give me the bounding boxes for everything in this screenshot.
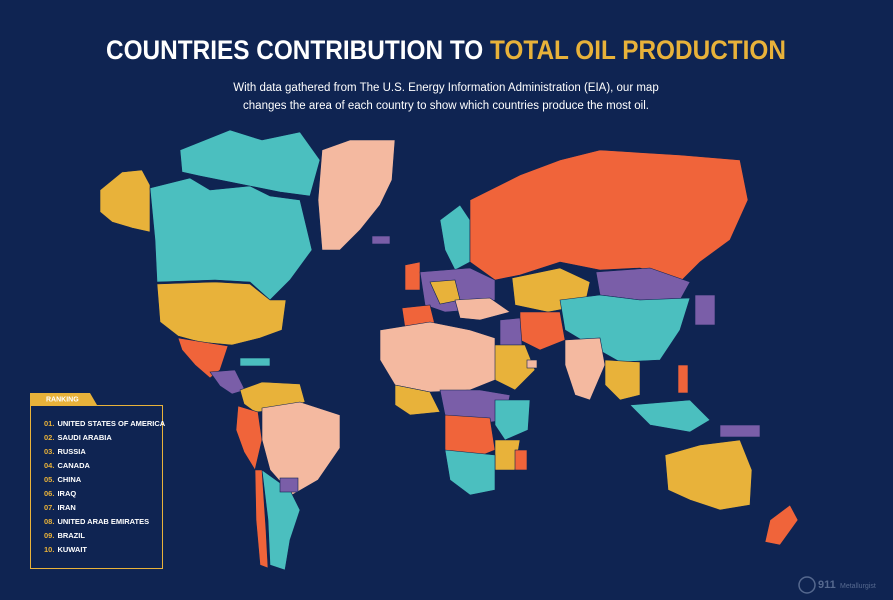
ranking-item: 07. IRAN — [44, 503, 76, 512]
ranking-name: IRAN — [57, 503, 75, 512]
ranking-name: IRAQ — [57, 489, 76, 498]
country-shape — [179, 129, 321, 197]
ranking-item: 05. CHINA — [44, 475, 82, 484]
ranking-item: 06. IRAQ — [44, 489, 76, 498]
ranking-name: UNITED ARAB EMIRATES — [57, 517, 149, 526]
ranking-item: 08. UNITED ARAB EMIRATES — [44, 517, 149, 526]
country-shape — [494, 399, 531, 441]
country-shape — [99, 169, 151, 233]
country-shape — [379, 321, 496, 393]
country-shape — [629, 399, 711, 433]
ranking-name: UNITED STATES OF AMERICA — [57, 419, 165, 428]
ranking-number: 03. — [44, 447, 54, 456]
ranking-number: 01. — [44, 419, 54, 428]
ranking-number: 09. — [44, 531, 54, 540]
country-shape — [149, 177, 313, 301]
ranking-item: 10. KUWAIT — [44, 545, 87, 554]
ranking-item: 09. BRAZIL — [44, 531, 85, 540]
ranking-name: BRAZIL — [57, 531, 85, 540]
country-shape — [454, 297, 511, 321]
ranking-tab — [30, 393, 97, 405]
world-map — [99, 129, 799, 571]
ranking-number: 08. — [44, 517, 54, 526]
ranking-box — [30, 405, 163, 569]
country-shape — [279, 477, 299, 493]
ranking-item: 02. SAUDI ARABIA — [44, 433, 112, 442]
ranking-name: CANADA — [57, 461, 90, 470]
country-shape — [764, 504, 799, 546]
country-shape — [526, 359, 538, 369]
country-shape — [317, 139, 396, 251]
country-shape — [469, 149, 749, 283]
country-shape — [444, 449, 496, 496]
country-shape — [499, 317, 523, 346]
country-shape — [254, 469, 269, 569]
subtitle-line: changes the area of each country to show… — [243, 100, 649, 112]
country-shape — [664, 439, 753, 511]
country-shape — [694, 294, 716, 326]
logo-icon — [798, 576, 816, 594]
country-shape — [394, 384, 441, 416]
country-shape — [677, 364, 689, 394]
ranking-number: 04. — [44, 461, 54, 470]
ranking-name: CHINA — [57, 475, 81, 484]
title-part: COUNTRIES CONTRIBUTION TO — [106, 35, 483, 65]
ranking-number: 06. — [44, 489, 54, 498]
logo-text: Metallurgist — [840, 583, 876, 590]
ranking-item: 01. UNITED STATES OF AMERICA — [44, 419, 166, 428]
ranking-number: 07. — [44, 503, 54, 512]
country-shape — [261, 469, 301, 571]
country-shape — [564, 337, 606, 401]
logo: 911 Metallurgist — [798, 576, 876, 594]
country-shape — [209, 369, 246, 395]
ranking-item: 04. CANADA — [44, 461, 91, 470]
country-shape — [514, 449, 528, 471]
country-shape — [156, 281, 287, 346]
ranking-item: 03. RUSSIA — [44, 447, 86, 456]
subtitle-line: With data gathered from The U.S. Energy … — [233, 82, 658, 94]
country-shape — [261, 401, 341, 496]
country-shape — [371, 235, 391, 245]
title-highlight: TOTAL OIL PRODUCTION — [490, 35, 786, 65]
country-shape — [719, 424, 761, 438]
ranking-number: 02. — [44, 433, 54, 442]
ranking-number: 10. — [44, 545, 54, 554]
ranking-name: RUSSIA — [57, 447, 86, 456]
ranking-label: RANKING — [46, 396, 79, 403]
title-space — [483, 35, 490, 65]
country-shape — [177, 337, 229, 379]
country-shape — [404, 261, 421, 291]
title: COUNTRIES CONTRIBUTION TO TOTAL OIL PROD… — [106, 35, 786, 65]
country-shape — [239, 357, 271, 367]
ranking-number: 05. — [44, 475, 54, 484]
ranking-name: SAUDI ARABIA — [57, 433, 112, 442]
ranking-name: KUWAIT — [57, 545, 87, 554]
logo-number: 911 — [818, 579, 836, 591]
country-shape — [604, 359, 641, 401]
